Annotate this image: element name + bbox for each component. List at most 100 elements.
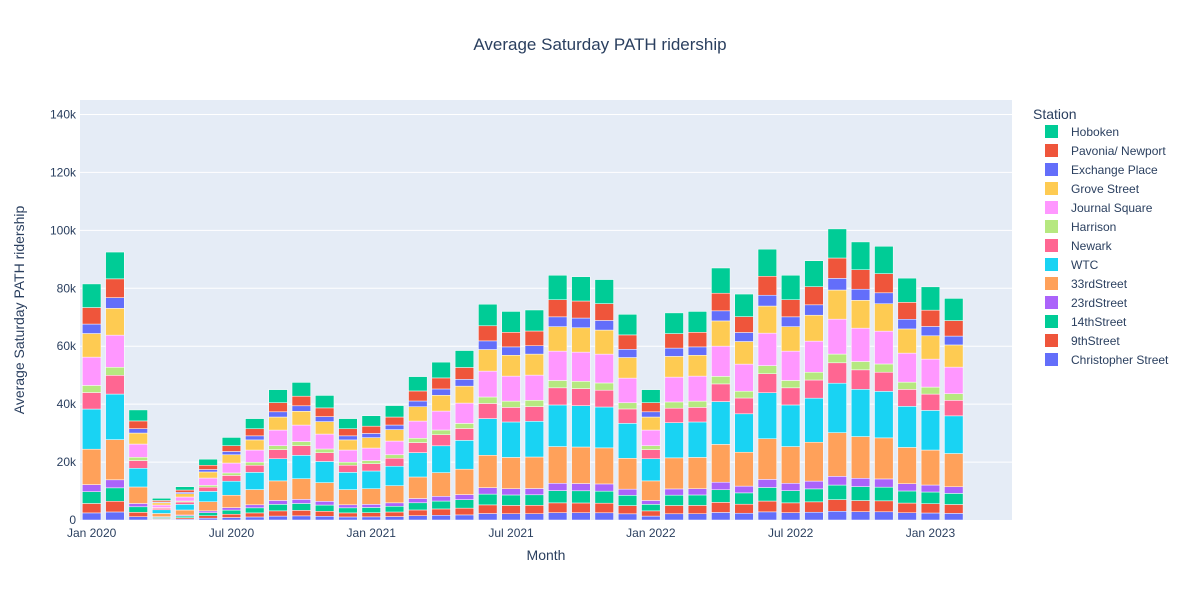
bar-segment-harrison[interactable] xyxy=(525,400,544,406)
bar-segment-christopher-street[interactable] xyxy=(921,513,940,520)
bar-segment-journal-square[interactable] xyxy=(176,497,195,501)
bar-segment-wtc[interactable] xyxy=(455,440,474,469)
bar-segment-harrison[interactable] xyxy=(455,423,474,428)
bar-segment-hoboken[interactable] xyxy=(152,498,171,500)
bar-segment-33rdstreet[interactable] xyxy=(152,513,171,516)
bar-segment-grove-street[interactable] xyxy=(851,300,870,328)
bar-segment-christopher-street[interactable] xyxy=(642,516,661,520)
bar-segment-harrison[interactable] xyxy=(688,401,707,407)
bar-segment-33rdstreet[interactable] xyxy=(222,495,241,507)
bar-segment-harrison[interactable] xyxy=(875,364,894,372)
bar-segment-wtc[interactable] xyxy=(385,466,404,485)
bar-segment-23rdstreet[interactable] xyxy=(339,505,358,508)
bar-segment-hoboken[interactable] xyxy=(455,351,474,368)
bar-segment-journal-square[interactable] xyxy=(711,346,730,376)
bar-segment-hoboken[interactable] xyxy=(921,287,940,310)
bar-segment-newark[interactable] xyxy=(385,458,404,466)
bar-segment-grove-street[interactable] xyxy=(618,358,637,379)
bar-segment-christopher-street[interactable] xyxy=(548,513,567,520)
bar-segment-hoboken[interactable] xyxy=(129,410,148,421)
bar-segment-14thstreet[interactable] xyxy=(199,513,218,516)
bar-segment-christopher-street[interactable] xyxy=(222,518,241,520)
bar-segment-9thstreet[interactable] xyxy=(595,503,614,513)
bar-segment-wtc[interactable] xyxy=(199,491,218,501)
bar-segment-grove-street[interactable] xyxy=(828,290,847,319)
bar-stack-2020-07[interactable] xyxy=(222,437,241,520)
bar-segment-33rdstreet[interactable] xyxy=(502,457,521,488)
bar-segment-14thstreet[interactable] xyxy=(385,506,404,512)
bar-segment-wtc[interactable] xyxy=(875,391,894,438)
bar-stack-2023-01[interactable] xyxy=(921,287,940,520)
bar-segment-14thstreet[interactable] xyxy=(688,495,707,505)
bar-segment-christopher-street[interactable] xyxy=(245,517,264,520)
bar-segment-23rdstreet[interactable] xyxy=(665,489,684,495)
bar-segment-christopher-street[interactable] xyxy=(385,517,404,520)
bar-segment-grove-street[interactable] xyxy=(176,494,195,497)
bar-segment-33rdstreet[interactable] xyxy=(828,433,847,477)
bar-segment-hoboken[interactable] xyxy=(758,249,777,276)
bar-segment-exchange-place[interactable] xyxy=(805,305,824,315)
bar-segment-harrison[interactable] xyxy=(245,462,264,465)
bar-segment-33rdstreet[interactable] xyxy=(362,489,381,505)
bar-segment-journal-square[interactable] xyxy=(269,430,288,446)
bar-segment-harrison[interactable] xyxy=(385,455,404,458)
bar-segment-14thstreet[interactable] xyxy=(455,500,474,508)
bar-segment-newark[interactable] xyxy=(875,372,894,391)
bar-segment-23rdstreet[interactable] xyxy=(572,484,591,491)
bar-segment-23rdstreet[interactable] xyxy=(642,500,661,504)
bar-segment-exchange-place[interactable] xyxy=(315,417,334,422)
bar-segment-pavonia-newport[interactable] xyxy=(478,326,497,341)
bar-segment-pavonia-newport[interactable] xyxy=(828,258,847,278)
bar-segment-pavonia-newport[interactable] xyxy=(595,304,614,321)
bar-segment-journal-square[interactable] xyxy=(828,319,847,354)
bar-segment-9thstreet[interactable] xyxy=(851,501,870,512)
bar-segment-harrison[interactable] xyxy=(851,362,870,370)
bar-segment-14thstreet[interactable] xyxy=(222,510,241,514)
bar-segment-pavonia-newport[interactable] xyxy=(618,335,637,349)
bar-segment-wtc[interactable] xyxy=(781,405,800,447)
bar-segment-23rdstreet[interactable] xyxy=(222,508,241,510)
bar-segment-hoboken[interactable] xyxy=(502,311,521,332)
bar-segment-harrison[interactable] xyxy=(642,446,661,450)
bar-segment-newark[interactable] xyxy=(292,446,311,456)
bar-stack-2020-09[interactable] xyxy=(269,390,288,520)
bar-segment-grove-street[interactable] xyxy=(688,355,707,376)
bar-segment-hoboken[interactable] xyxy=(688,311,707,332)
bar-segment-journal-square[interactable] xyxy=(432,411,451,430)
bar-segment-grove-street[interactable] xyxy=(875,304,894,331)
bar-segment-journal-square[interactable] xyxy=(292,425,311,442)
bar-segment-newark[interactable] xyxy=(595,390,614,407)
bar-segment-14thstreet[interactable] xyxy=(758,488,777,502)
bar-segment-journal-square[interactable] xyxy=(129,444,148,457)
bar-segment-wtc[interactable] xyxy=(152,510,171,514)
bar-segment-wtc[interactable] xyxy=(711,402,730,445)
bar-segment-journal-square[interactable] xyxy=(898,353,917,382)
bar-segment-journal-square[interactable] xyxy=(362,448,381,461)
bar-segment-exchange-place[interactable] xyxy=(665,348,684,356)
bar-segment-wtc[interactable] xyxy=(595,407,614,448)
bar-segment-harrison[interactable] xyxy=(292,442,311,446)
bar-segment-23rdstreet[interactable] xyxy=(292,499,311,503)
bar-segment-newark[interactable] xyxy=(199,487,218,491)
bar-segment-grove-street[interactable] xyxy=(362,438,381,448)
bar-segment-journal-square[interactable] xyxy=(805,341,824,372)
bar-segment-harrison[interactable] xyxy=(548,380,567,387)
bar-segment-christopher-street[interactable] xyxy=(432,515,451,520)
bar-segment-christopher-street[interactable] xyxy=(82,513,101,520)
legend[interactable]: Station HobokenPavonia/ NewportExchange … xyxy=(1033,106,1169,367)
bar-segment-journal-square[interactable] xyxy=(688,376,707,401)
bar-segment-9thstreet[interactable] xyxy=(245,513,264,517)
bar-segment-14thstreet[interactable] xyxy=(478,494,497,505)
bar-segment-9thstreet[interactable] xyxy=(199,516,218,518)
bar-segment-christopher-street[interactable] xyxy=(595,513,614,520)
bar-segment-grove-street[interactable] xyxy=(152,503,171,505)
bar-segment-hoboken[interactable] xyxy=(292,382,311,396)
bar-segment-journal-square[interactable] xyxy=(478,371,497,397)
bar-segment-grove-street[interactable] xyxy=(642,417,661,430)
bar-segment-wtc[interactable] xyxy=(409,453,428,477)
bar-segment-wtc[interactable] xyxy=(688,422,707,457)
bar-segment-newark[interactable] xyxy=(455,428,474,440)
bar-segment-newark[interactable] xyxy=(106,375,125,394)
bar-segment-9thstreet[interactable] xyxy=(82,503,101,512)
bar-segment-wtc[interactable] xyxy=(82,409,101,449)
